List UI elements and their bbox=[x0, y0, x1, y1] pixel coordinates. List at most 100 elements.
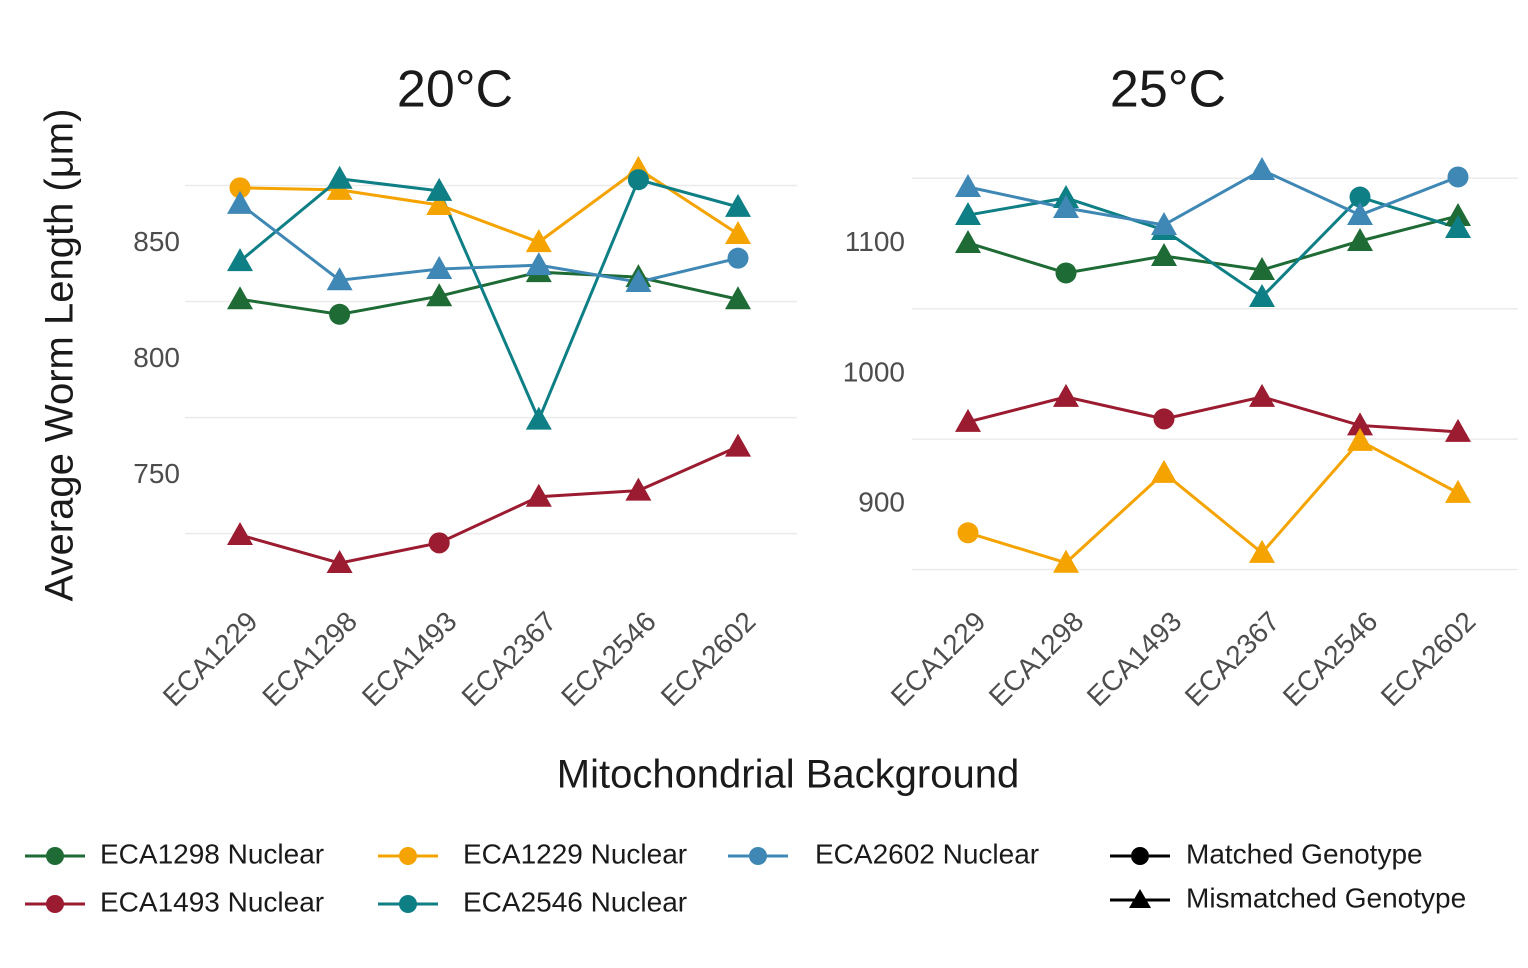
y-tick-label: 750 bbox=[133, 458, 180, 489]
point bbox=[957, 522, 979, 544]
y-axis-label: Average Worm Length (μm) bbox=[38, 109, 82, 602]
legend-marker bbox=[399, 847, 417, 865]
panel-title: 25°C bbox=[1110, 61, 1226, 119]
x-tick-label: ECA1298 bbox=[256, 606, 363, 713]
point bbox=[227, 190, 253, 214]
series-line bbox=[239, 177, 739, 424]
series-line bbox=[967, 168, 1459, 227]
point bbox=[955, 174, 981, 197]
point bbox=[1053, 195, 1079, 218]
legend-marker bbox=[1131, 847, 1149, 865]
point bbox=[426, 256, 453, 280]
point bbox=[1249, 539, 1275, 563]
point bbox=[725, 221, 751, 245]
x-tick-label: ECA1493 bbox=[1081, 606, 1188, 713]
point bbox=[1347, 427, 1373, 451]
point bbox=[725, 286, 751, 310]
point bbox=[1445, 418, 1471, 442]
legend-marker bbox=[1129, 889, 1151, 908]
y-tick-label: 900 bbox=[858, 487, 905, 518]
series-line bbox=[967, 438, 1459, 565]
point bbox=[1445, 214, 1471, 238]
series-line bbox=[239, 445, 739, 565]
legend-marker bbox=[46, 895, 64, 913]
point bbox=[1447, 166, 1469, 188]
x-tick-label: ECA1493 bbox=[356, 606, 463, 713]
point bbox=[1249, 157, 1275, 181]
point bbox=[1249, 383, 1275, 407]
y-tick-label: 1100 bbox=[845, 226, 905, 257]
y-tick-label: 1000 bbox=[843, 356, 905, 387]
x-tick-label: ECA2602 bbox=[1375, 606, 1482, 713]
y-tick-label: 800 bbox=[133, 342, 180, 373]
point bbox=[326, 267, 353, 291]
x-tick-label: ECA2546 bbox=[1277, 606, 1384, 713]
point bbox=[727, 247, 749, 269]
point bbox=[1347, 202, 1373, 226]
point bbox=[426, 192, 453, 216]
legend-label: ECA1229 Nuclear bbox=[463, 838, 687, 869]
point bbox=[625, 477, 652, 501]
point bbox=[426, 177, 453, 201]
point bbox=[1445, 479, 1471, 503]
point bbox=[329, 303, 351, 325]
x-tick-label: ECA1229 bbox=[157, 606, 264, 713]
x-tick-label: ECA2546 bbox=[555, 606, 662, 713]
legend-marker bbox=[399, 895, 417, 913]
point bbox=[1249, 256, 1275, 280]
point bbox=[1153, 408, 1175, 430]
point bbox=[1151, 243, 1177, 266]
point bbox=[1445, 202, 1471, 226]
series-line bbox=[239, 166, 739, 244]
y-tick-label: 850 bbox=[133, 226, 180, 257]
point bbox=[326, 165, 353, 189]
point bbox=[1055, 262, 1077, 284]
point bbox=[1053, 383, 1079, 407]
legend-label: ECA2546 Nuclear bbox=[463, 886, 687, 917]
legend-marker bbox=[749, 847, 767, 865]
point bbox=[426, 283, 453, 307]
point bbox=[525, 252, 552, 276]
point bbox=[1151, 211, 1177, 235]
point bbox=[725, 193, 751, 217]
point bbox=[1151, 459, 1177, 483]
legend-label: Matched Genotype bbox=[1186, 838, 1423, 869]
point bbox=[1347, 412, 1373, 436]
x-tick-label: ECA2367 bbox=[456, 606, 563, 713]
point bbox=[227, 521, 253, 545]
x-axis-label: Mitochondrial Background bbox=[557, 753, 1019, 797]
series-line bbox=[239, 270, 739, 316]
point bbox=[525, 406, 552, 430]
legend-label: ECA1298 Nuclear bbox=[100, 838, 324, 869]
point bbox=[525, 483, 552, 507]
point bbox=[428, 532, 450, 554]
point bbox=[326, 550, 353, 574]
point bbox=[1053, 549, 1079, 573]
point bbox=[955, 229, 981, 253]
point bbox=[1347, 228, 1373, 251]
point bbox=[625, 269, 652, 293]
series-line bbox=[967, 395, 1459, 434]
x-tick-label: ECA1298 bbox=[983, 606, 1090, 713]
panel-title: 20°C bbox=[397, 61, 513, 119]
legend-label: Mismatched Genotype bbox=[1186, 882, 1466, 913]
legend-label: ECA1493 Nuclear bbox=[100, 886, 324, 917]
point bbox=[227, 286, 253, 310]
x-tick-label: ECA2367 bbox=[1179, 606, 1286, 713]
legend-marker bbox=[46, 847, 64, 865]
point bbox=[955, 408, 981, 432]
x-tick-label: ECA1229 bbox=[885, 606, 992, 713]
point bbox=[525, 229, 552, 253]
x-tick-label: ECA2602 bbox=[655, 606, 762, 713]
point bbox=[627, 169, 649, 191]
point bbox=[1249, 283, 1275, 307]
series-line bbox=[239, 202, 739, 284]
point bbox=[227, 248, 253, 272]
point bbox=[229, 177, 251, 199]
point bbox=[725, 433, 751, 457]
legend-label: ECA2602 Nuclear bbox=[815, 838, 1039, 869]
point bbox=[1349, 186, 1371, 208]
point bbox=[955, 202, 981, 226]
series-line bbox=[967, 195, 1459, 299]
